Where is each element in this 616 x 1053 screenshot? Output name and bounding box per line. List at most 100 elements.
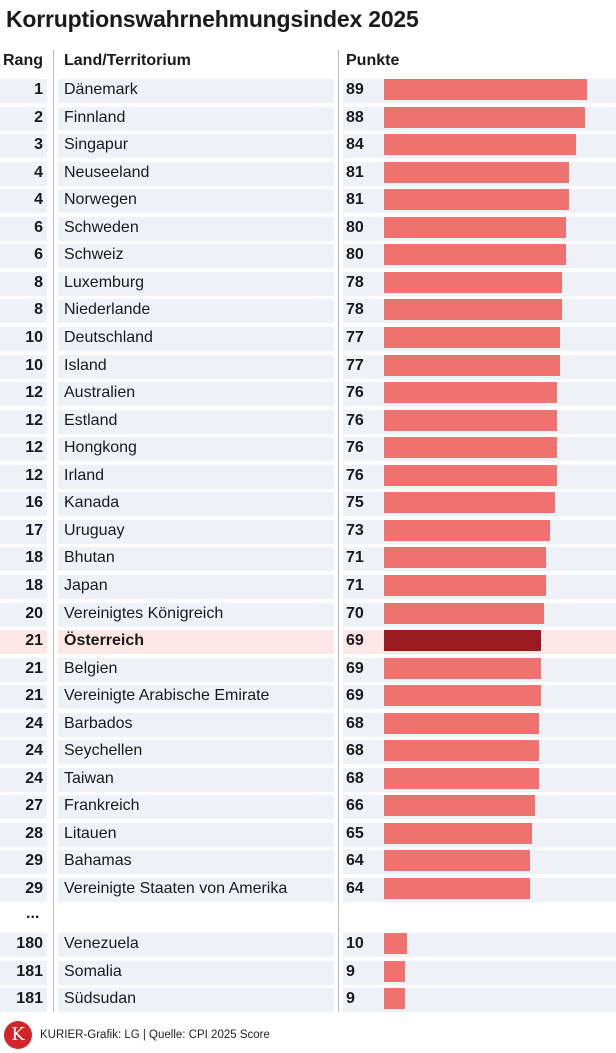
country-cell: Norwegen <box>64 191 137 209</box>
row-background <box>58 547 334 572</box>
column-divider-score <box>338 50 339 1012</box>
source-credit: KURIER-Grafik: LG | Quelle: CPI 2025 Sco… <box>40 1029 270 1041</box>
score-bar <box>384 822 533 844</box>
row-background <box>0 354 47 379</box>
rank-cell: 20 <box>25 604 43 622</box>
row-background <box>58 161 334 186</box>
table-row: 10 Island 77 <box>0 354 616 382</box>
row-background <box>0 437 47 462</box>
score-bar <box>384 299 562 321</box>
table-row: 18 Bhutan 71 <box>0 546 616 574</box>
score-bar <box>384 161 569 183</box>
row-background <box>0 134 47 159</box>
row-background <box>58 878 334 902</box>
country-cell: Schweiz <box>64 246 124 264</box>
rank-cell: 29 <box>25 852 43 870</box>
score-bar <box>384 134 576 156</box>
score-bar <box>384 960 405 982</box>
rank-cell: 18 <box>25 576 43 594</box>
score-label: 80 <box>346 218 364 236</box>
table-row: 29 Vereinigte Staaten von Amerika 64 <box>0 877 616 905</box>
rank-cell: 10 <box>25 356 43 374</box>
rank-cell: 29 <box>25 880 43 897</box>
rank-cell: 21 <box>25 659 43 677</box>
row-background <box>0 244 47 269</box>
rank-cell: 18 <box>25 549 43 567</box>
score-label: 69 <box>346 687 364 705</box>
country-cell: Bhutan <box>64 549 115 567</box>
row-background <box>58 850 334 875</box>
row-background <box>58 437 334 462</box>
table-row: 21 Vereinigte Arabische Emirate 69 <box>0 684 616 712</box>
country-cell: Singapur <box>64 136 129 154</box>
score-label: 88 <box>346 108 364 126</box>
row-background <box>0 685 47 710</box>
score-label: 66 <box>346 797 364 815</box>
score-label: 78 <box>346 273 364 291</box>
table-row: 8 Niederlande 78 <box>0 298 616 326</box>
table-row: 24 Seychellen 68 <box>0 739 616 767</box>
country-cell: Island <box>64 356 107 374</box>
score-label: 64 <box>346 852 364 870</box>
score-bar <box>384 492 555 514</box>
score-label: 77 <box>346 329 364 346</box>
score-bar <box>384 712 539 734</box>
score-label: 71 <box>346 549 364 567</box>
score-label: 89 <box>346 81 364 98</box>
score-bar <box>384 767 539 789</box>
table-row: 181 Somalia 9 <box>0 960 616 988</box>
country-cell: Uruguay <box>64 521 125 539</box>
row-background <box>0 933 47 957</box>
kurier-logo-icon: K <box>4 1021 32 1049</box>
table-row: 4 Neuseeland 81 <box>0 161 616 189</box>
rank-column-header: Rang <box>3 52 43 69</box>
row-background <box>58 630 334 654</box>
row-background <box>0 106 47 131</box>
score-bar <box>384 657 542 679</box>
table-row: 180 Venezuela 10 <box>0 932 616 960</box>
country-cell: Litauen <box>64 824 117 842</box>
row-background <box>58 988 334 1013</box>
table-row-highlighted: 21 Österreich 69 <box>0 629 616 657</box>
country-cell: Kanada <box>64 494 120 512</box>
score-label: 9 <box>346 962 355 980</box>
country-cell: Frankreich <box>64 797 140 815</box>
table-row: 24 Taiwan 68 <box>0 767 616 795</box>
row-background <box>58 216 334 241</box>
country-cell: Südsudan <box>64 990 137 1008</box>
rank-cell: 181 <box>16 962 43 980</box>
rank-cell: 4 <box>34 191 43 209</box>
row-background <box>0 767 47 792</box>
country-cell: Niederlande <box>64 301 151 319</box>
row-background <box>0 988 47 1013</box>
table-row: 18 Japan 71 <box>0 574 616 602</box>
rank-cell: 181 <box>16 990 43 1008</box>
row-background <box>58 740 334 765</box>
country-column-header: Land/Territorium <box>64 52 191 69</box>
row-background <box>58 795 334 820</box>
country-cell: Österreich <box>64 632 145 649</box>
row-background <box>0 878 47 902</box>
country-cell: Venezuela <box>64 935 139 952</box>
row-background <box>58 822 334 847</box>
row-background <box>58 960 334 985</box>
country-cell: Irland <box>64 466 105 484</box>
row-background <box>58 933 334 957</box>
row-background <box>0 960 47 985</box>
rank-cell: 28 <box>25 824 43 842</box>
score-label: 81 <box>346 163 364 181</box>
country-cell: Belgien <box>64 659 118 677</box>
country-cell: Luxemburg <box>64 273 145 291</box>
row-background <box>58 106 334 131</box>
rank-cell: 1 <box>34 81 43 98</box>
row-background <box>58 685 334 710</box>
score-label: 69 <box>346 632 364 649</box>
score-bar <box>384 79 587 100</box>
score-bar <box>384 850 530 872</box>
table-row: 4 Norwegen 81 <box>0 188 616 216</box>
table-row: 12 Irland 76 <box>0 464 616 492</box>
row-background <box>0 795 47 820</box>
score-label: 64 <box>346 880 364 897</box>
score-bar <box>384 547 546 569</box>
table-row: 17 Uruguay 73 <box>0 519 616 547</box>
